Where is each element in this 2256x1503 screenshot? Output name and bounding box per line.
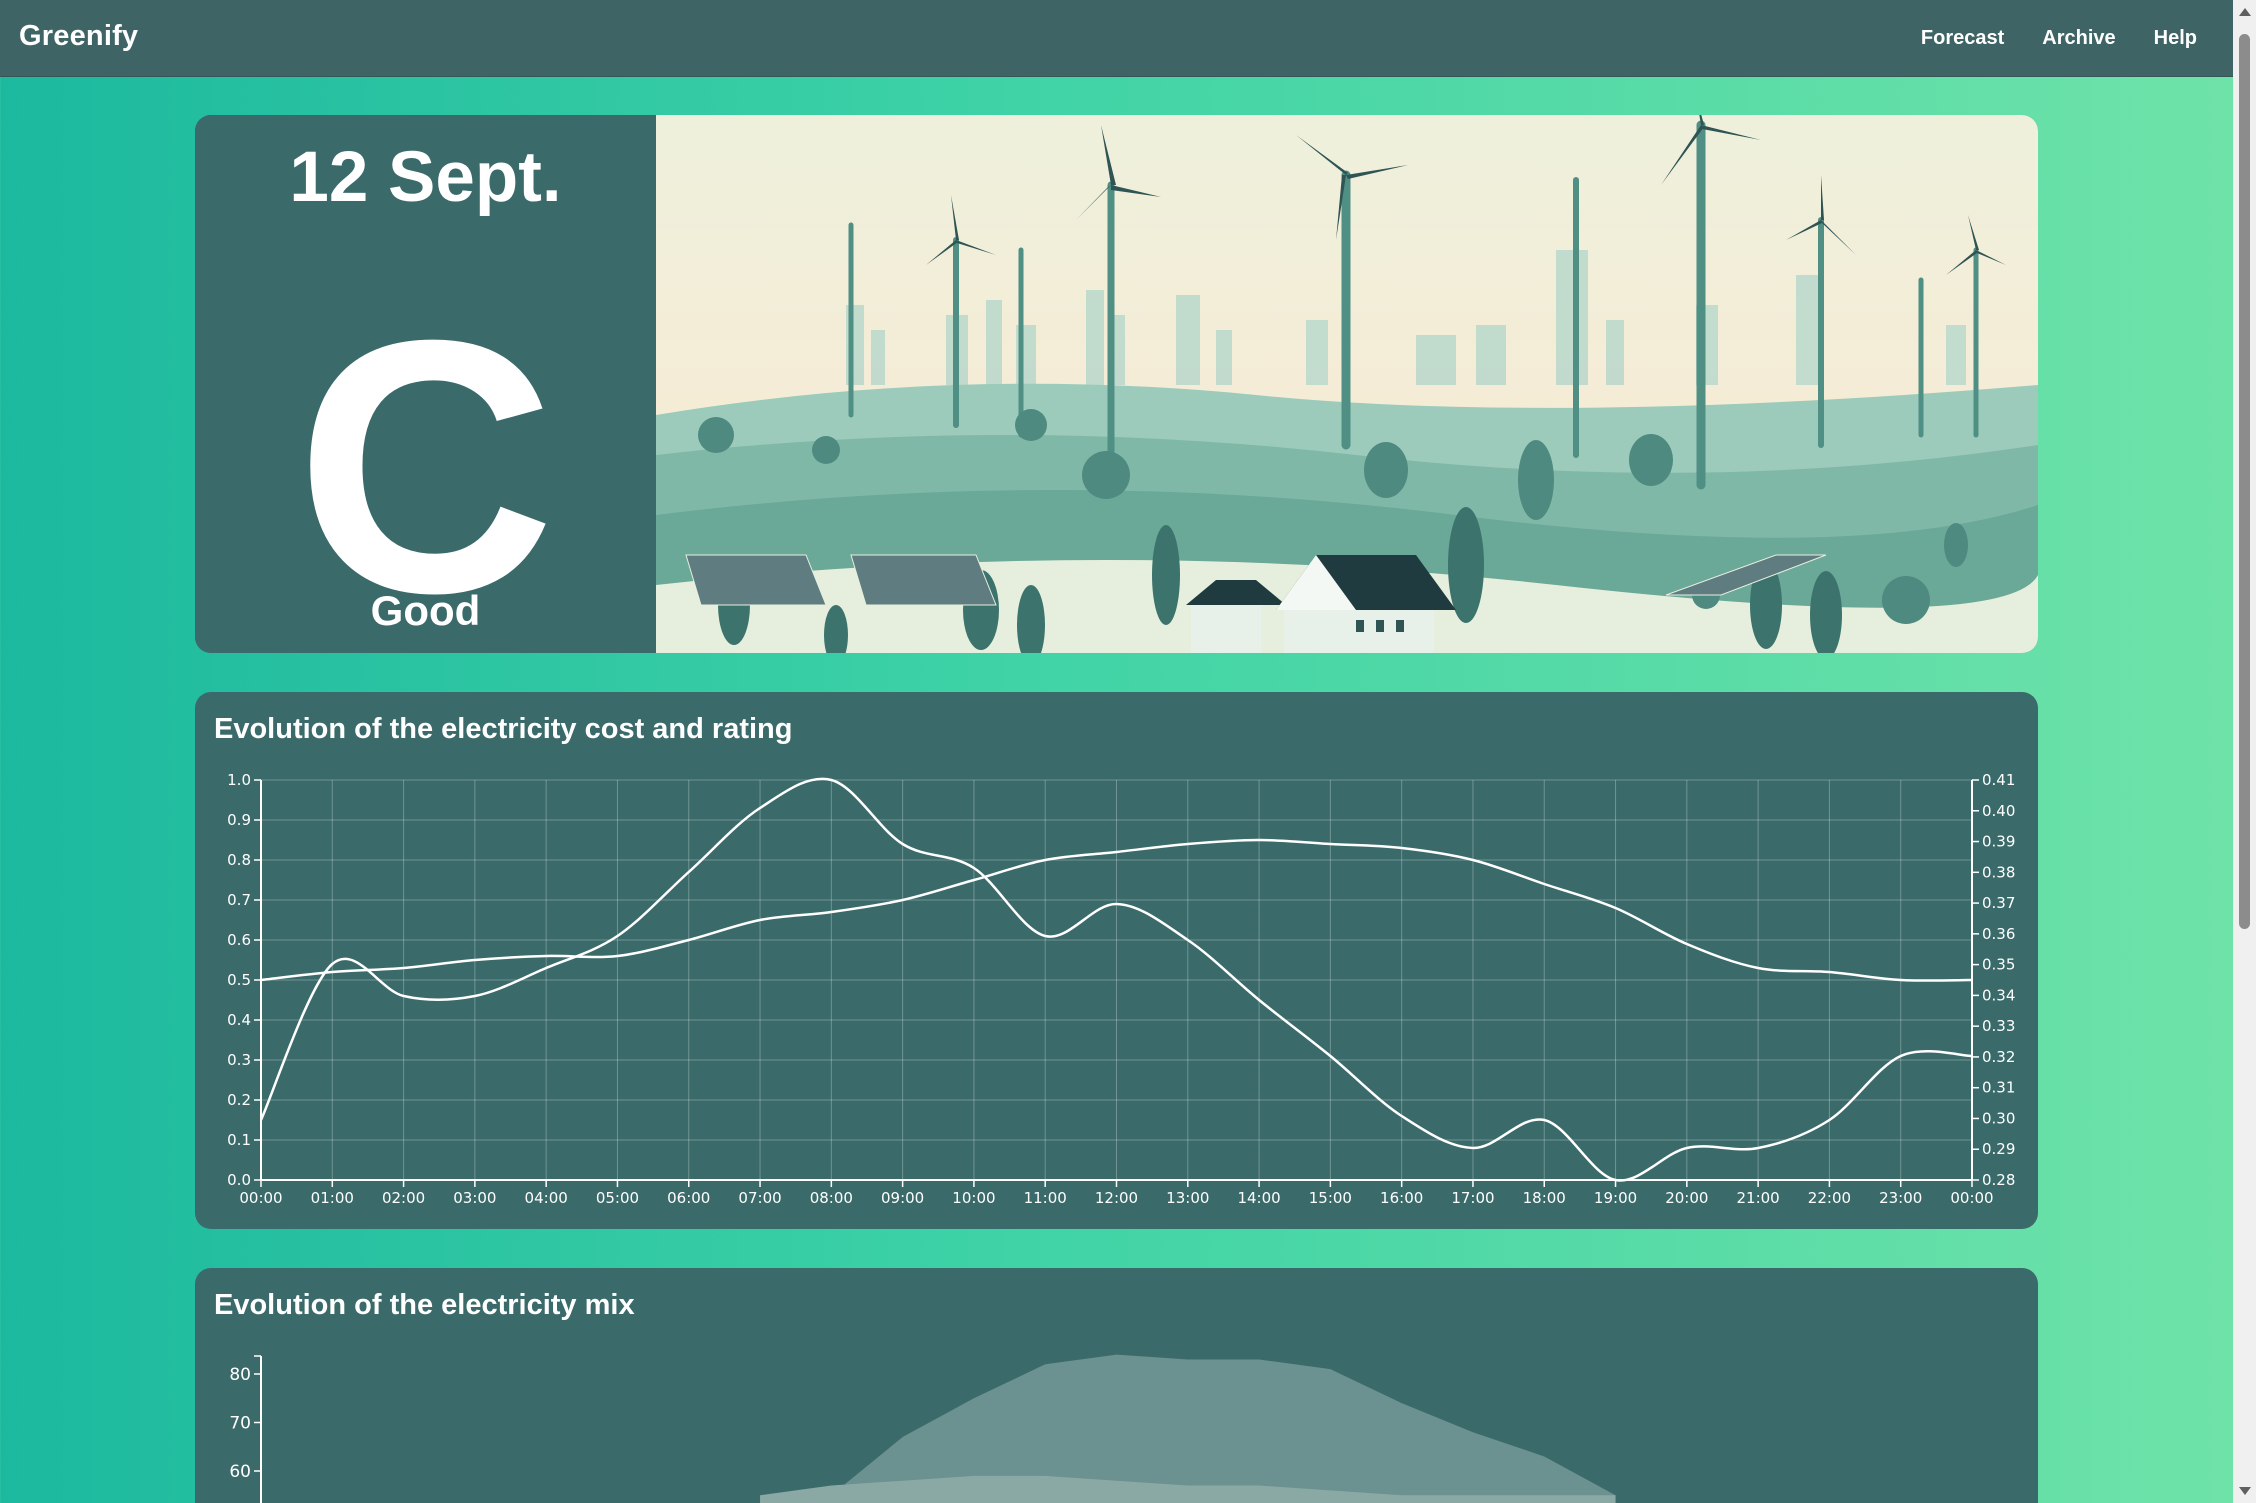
y-left-tick-label: 0.8	[227, 851, 251, 869]
x-tick-label: 03:00	[453, 1189, 496, 1207]
cost-rating-chart-card: Evolution of the electricity cost and ra…	[195, 692, 2038, 1229]
y-left-tick-label: 0.9	[227, 811, 251, 829]
nav-links: Forecast Archive Help	[1921, 27, 2197, 50]
y-left-tick-label: 0.2	[227, 1091, 251, 1109]
mix-area-series-1	[831, 1354, 1616, 1503]
x-tick-label: 19:00	[1594, 1189, 1637, 1207]
hero-date: 12 Sept.	[289, 138, 562, 217]
y-right-tick-label: 0.30	[1982, 1109, 2015, 1127]
x-tick-label: 10:00	[952, 1189, 995, 1207]
y-left-tick-label: 0.0	[227, 1171, 251, 1189]
x-tick-label: 12:00	[1095, 1189, 1138, 1207]
page-scrollbar[interactable]	[2233, 0, 2256, 1503]
y-right-tick-label: 0.32	[1982, 1048, 2015, 1066]
y-left-tick-label: 0.6	[227, 931, 251, 949]
cost-chart-title: Evolution of the electricity cost and ra…	[214, 713, 793, 745]
y-left-tick-label: 0.5	[227, 971, 251, 989]
cost-chart-series-line-1	[260, 838, 1973, 982]
hero-card: 12 Sept. C Good	[195, 115, 2038, 653]
x-tick-label: 04:00	[525, 1189, 568, 1207]
wind-farm-illustration	[656, 115, 2038, 653]
y-left-tick-label: 0.3	[227, 1051, 251, 1069]
x-tick-label: 02:00	[382, 1189, 425, 1207]
nav-link-archive[interactable]: Archive	[2042, 27, 2116, 49]
x-tick-label: 08:00	[810, 1189, 853, 1207]
y-right-tick-label: 0.38	[1982, 863, 2015, 881]
y-right-tick-label: 0.36	[1982, 925, 2015, 943]
mix-chart-title: Evolution of the electricity mix	[214, 1289, 635, 1321]
x-tick-label: 13:00	[1166, 1189, 1209, 1207]
y-left-tick-label: 0.4	[227, 1011, 251, 1029]
mix-y-tick-label: 80	[229, 1365, 251, 1385]
y-right-tick-label: 0.34	[1982, 986, 2015, 1004]
x-tick-label: 16:00	[1380, 1189, 1423, 1207]
y-right-tick-label: 0.37	[1982, 894, 2015, 912]
x-tick-label: 06:00	[667, 1189, 710, 1207]
x-tick-label: 15:00	[1309, 1189, 1352, 1207]
mix-y-tick-label: 60	[229, 1462, 251, 1482]
mix-area-series-2	[760, 1475, 1616, 1503]
x-tick-label: 22:00	[1808, 1189, 1851, 1207]
x-tick-label: 18:00	[1523, 1189, 1566, 1207]
rating-panel: 12 Sept. C Good	[195, 115, 656, 653]
top-navbar: Greenify Forecast Archive Help	[0, 0, 2233, 77]
x-tick-label: 23:00	[1879, 1189, 1922, 1207]
y-right-tick-label: 0.35	[1982, 956, 2015, 974]
x-tick-label: 20:00	[1665, 1189, 1708, 1207]
y-right-tick-label: 0.29	[1982, 1140, 2015, 1158]
cost-chart-series-line-2	[259, 777, 1973, 1182]
y-left-tick-label: 0.7	[227, 891, 251, 909]
scroll-up-arrow-icon[interactable]	[2239, 8, 2251, 16]
x-tick-label: 14:00	[1237, 1189, 1280, 1207]
nav-link-forecast[interactable]: Forecast	[1920, 27, 2005, 49]
electricity-mix-chart-card: Evolution of the electricity mix 60 70 80	[195, 1268, 2038, 1503]
scrollbar-thumb[interactable]	[2239, 34, 2250, 929]
x-tick-label: 05:00	[596, 1189, 639, 1207]
x-tick-label: 09:00	[881, 1189, 924, 1207]
y-right-tick-label: 0.28	[1982, 1171, 2015, 1189]
y-right-tick-label: 0.33	[1982, 1017, 2015, 1035]
cost-rating-chart: 0.0 0.1 0.2 0.3 0.4 0.5 0.6 0.7 0.8 0.9 1.0 0.28 0.2…	[227, 771, 2015, 1207]
x-tick-label: 00:00	[239, 1189, 282, 1207]
nav-link-help[interactable]: Help	[2153, 27, 2197, 49]
x-tick-label: 17:00	[1451, 1189, 1494, 1207]
y-right-tick-label: 0.40	[1982, 802, 2015, 820]
x-tick-label: 01:00	[311, 1189, 354, 1207]
y-left-tick-label: 0.1	[227, 1131, 251, 1149]
x-tick-label: 07:00	[738, 1189, 781, 1207]
x-tick-label: 11:00	[1024, 1189, 1067, 1207]
scroll-down-arrow-icon[interactable]	[2239, 1487, 2251, 1495]
y-right-tick-label: 0.39	[1982, 833, 2015, 851]
x-tick-label: 21:00	[1737, 1189, 1780, 1207]
x-tick-label: 00:00	[1950, 1189, 1993, 1207]
mix-y-tick-label: 70	[229, 1414, 251, 1434]
rating-label: Good	[370, 587, 481, 634]
y-right-tick-label: 0.31	[1982, 1079, 2015, 1097]
rating-letter: C	[295, 266, 556, 653]
electricity-mix-chart: 60 70 80	[229, 1354, 1616, 1503]
cost-chart-grid	[260, 779, 1973, 1181]
y-right-tick-label: 0.41	[1982, 771, 2015, 789]
brand-logo[interactable]: Greenify	[19, 20, 139, 52]
y-left-tick-label: 1.0	[227, 771, 251, 789]
